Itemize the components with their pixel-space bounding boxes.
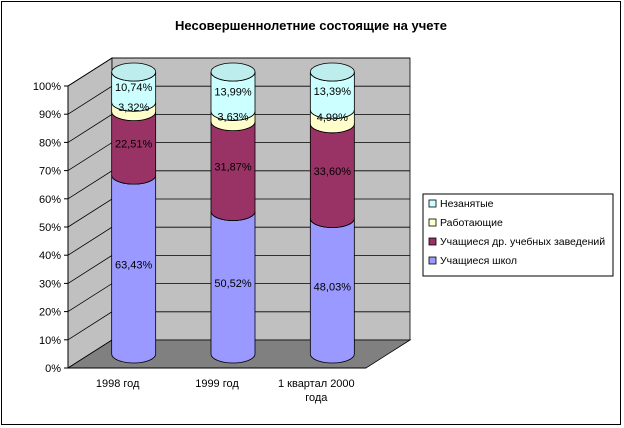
y-axis: 0% 10% 20% 30% 40% 50% 60% 70% 80% 90% 100% xyxy=(33,81,69,375)
y-tick-label: 80% xyxy=(39,137,61,149)
gridline xyxy=(67,57,410,87)
data-label: 31,87% xyxy=(214,162,252,174)
legend-label: Работающие xyxy=(440,217,503,229)
y-tick-label: 60% xyxy=(39,194,61,206)
y-tick-label: 20% xyxy=(39,307,61,319)
y-tick-label: 0% xyxy=(45,363,61,375)
data-label: 10,74% xyxy=(115,82,153,94)
bar-stack: 48,03% 33,60% 4,99% 13,39% xyxy=(309,62,355,364)
x-axis: 1998 год 1999 год 1 квартал 2000 года xyxy=(68,367,366,404)
legend-swatch xyxy=(428,256,437,265)
data-label: 50,52% xyxy=(214,278,252,290)
bar-cap xyxy=(210,62,256,82)
legend-label: Незанятые xyxy=(440,198,494,210)
legend-box xyxy=(422,193,614,277)
data-label: 48,03% xyxy=(314,281,352,293)
x-tick-label: года xyxy=(305,392,328,404)
x-tick-label: 1999 год xyxy=(195,378,239,390)
bar-stack: 50,52% 31,87% 3,63% 13,99% xyxy=(210,62,256,364)
bar-stack: 63,43% 22,51% 3,32% 10,74% xyxy=(111,62,157,364)
data-label: 22,51% xyxy=(115,138,153,150)
y-tick-label: 10% xyxy=(39,335,61,347)
x-tick-label: 1998 год xyxy=(96,378,140,390)
data-label: 4,99% xyxy=(317,112,348,124)
legend-swatch xyxy=(428,199,437,208)
y-tick-label: 30% xyxy=(39,278,61,290)
data-label: 3,32% xyxy=(118,102,149,114)
data-label: 13,39% xyxy=(314,86,352,98)
bars: 63,43% 22,51% 3,32% 10,74% 50,52% 31,87% 3,63%… xyxy=(111,62,355,364)
bar-cap xyxy=(309,62,355,82)
legend-label: Учащиеся др. учебных заведений xyxy=(440,236,605,248)
y-tick-label: 100% xyxy=(33,81,61,93)
y-tick-label: 50% xyxy=(39,222,61,234)
y-tick-label: 70% xyxy=(39,166,61,178)
x-tick-label: 1 квартал 2000 xyxy=(278,378,355,390)
legend: Незанятые Работающие Учащиеся др. учебных … xyxy=(422,193,614,277)
chart-title: Несовершеннолетние состоящие на учете xyxy=(175,18,447,33)
legend-swatch xyxy=(428,237,437,246)
data-label: 63,43% xyxy=(115,260,153,272)
data-label: 13,99% xyxy=(214,87,252,99)
data-label: 3,63% xyxy=(217,112,248,124)
legend-swatch xyxy=(428,218,437,227)
bar-cap xyxy=(111,62,157,82)
y-tick-label: 40% xyxy=(39,250,61,262)
data-label: 33,60% xyxy=(314,166,352,178)
legend-label: Учащиеся школ xyxy=(440,255,517,267)
y-tick-label: 90% xyxy=(39,109,61,121)
